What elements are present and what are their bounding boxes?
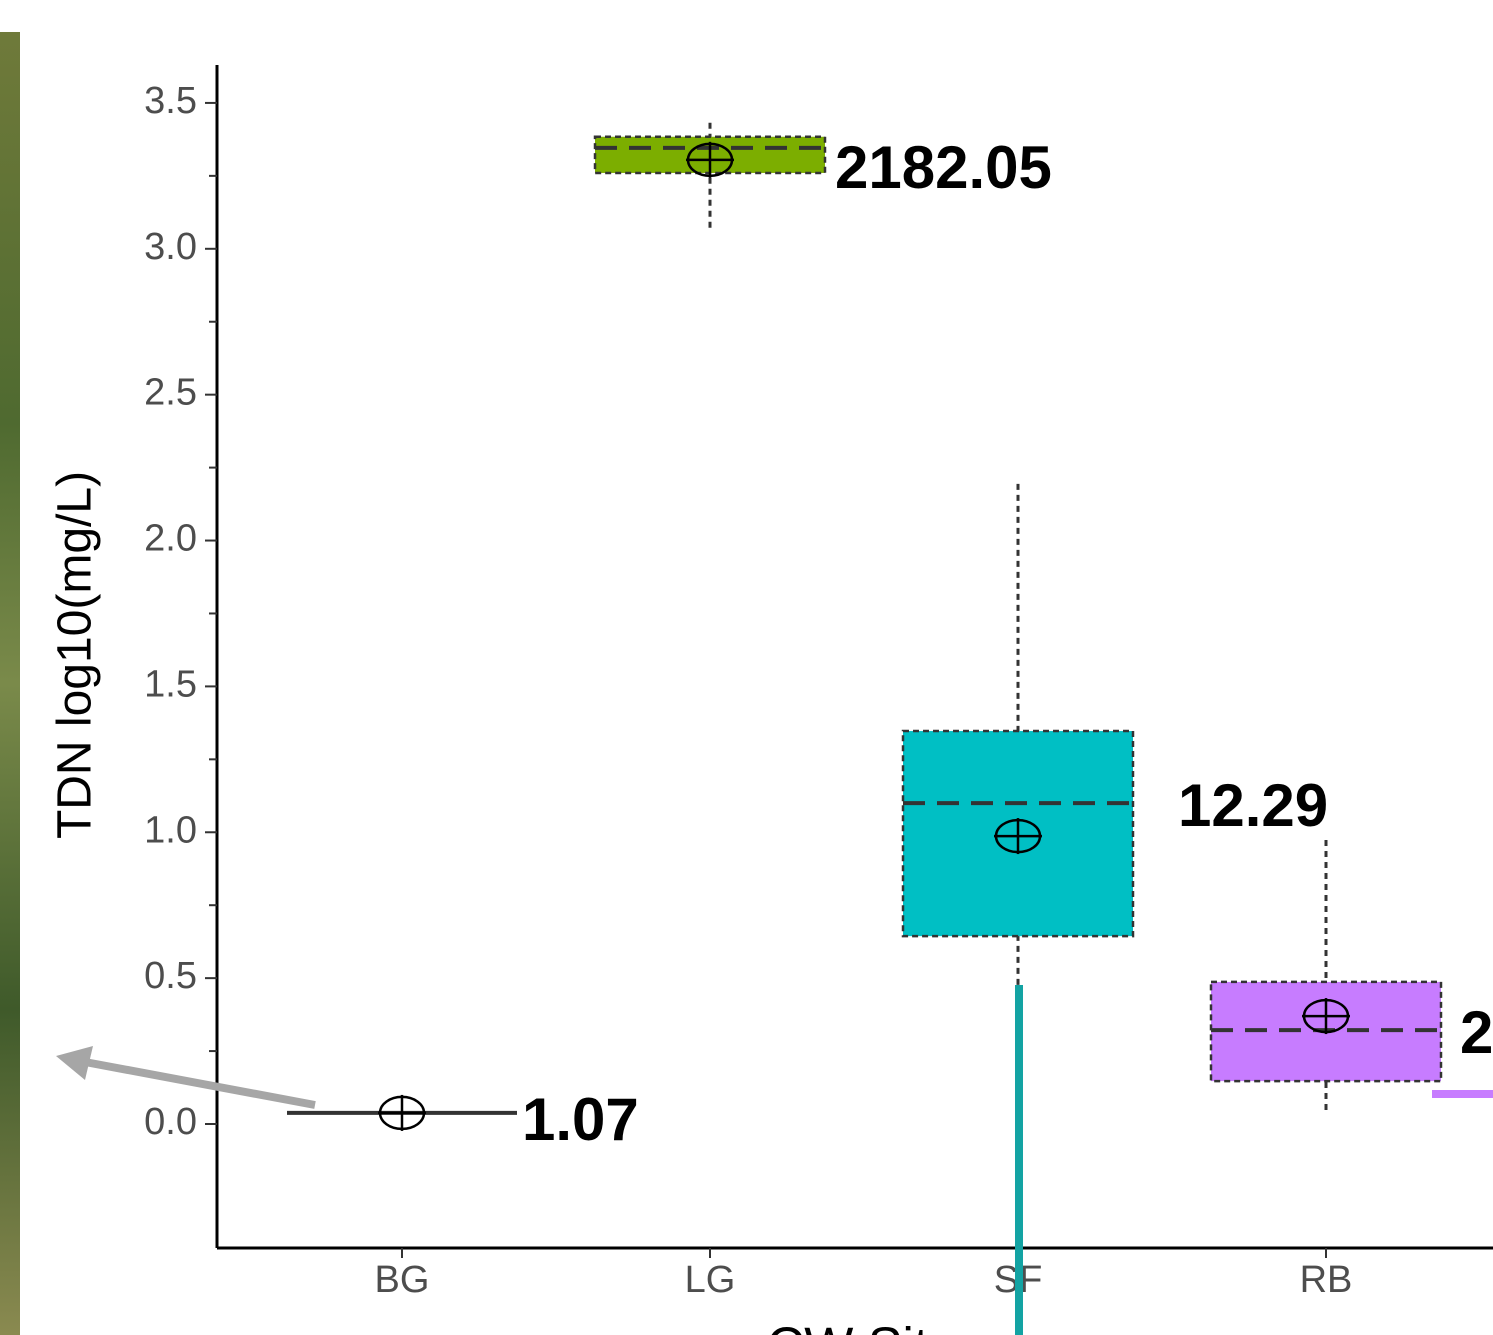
x-axis-title: CW Site (767, 1318, 958, 1335)
y-tick-label: 0.0 (144, 1101, 197, 1143)
value-label: 2 (1460, 999, 1493, 1066)
x-tick-label: RB (1300, 1259, 1353, 1301)
y-tick-label: 1.0 (144, 809, 197, 851)
photo-strip (0, 32, 20, 1335)
y-axis-title: TDN log10(mg/L) (49, 471, 102, 839)
y-tick-label: 3.5 (144, 80, 197, 122)
x-tick-label: BG (375, 1259, 430, 1301)
mean-marker (378, 1095, 426, 1131)
arrow-shaft (85, 1062, 315, 1105)
x-tick-label: LG (685, 1259, 736, 1301)
chart: TDN log10(mg/L) CW Site 0.0 0.5 1.0 1.5 2.0 2… (0, 0, 1493, 1335)
arrow-head (56, 1046, 93, 1080)
value-label: 1.07 (522, 1086, 639, 1153)
y-tick-label: 3.0 (144, 226, 197, 268)
y-tick-label: 1.5 (144, 663, 197, 705)
value-label: 2182.05 (835, 134, 1052, 201)
y-tick-label: 2.5 (144, 372, 197, 414)
y-tick-label: 2.0 (144, 518, 197, 560)
value-label: 12.29 (1178, 772, 1328, 839)
y-tick-label: 0.5 (144, 955, 197, 997)
